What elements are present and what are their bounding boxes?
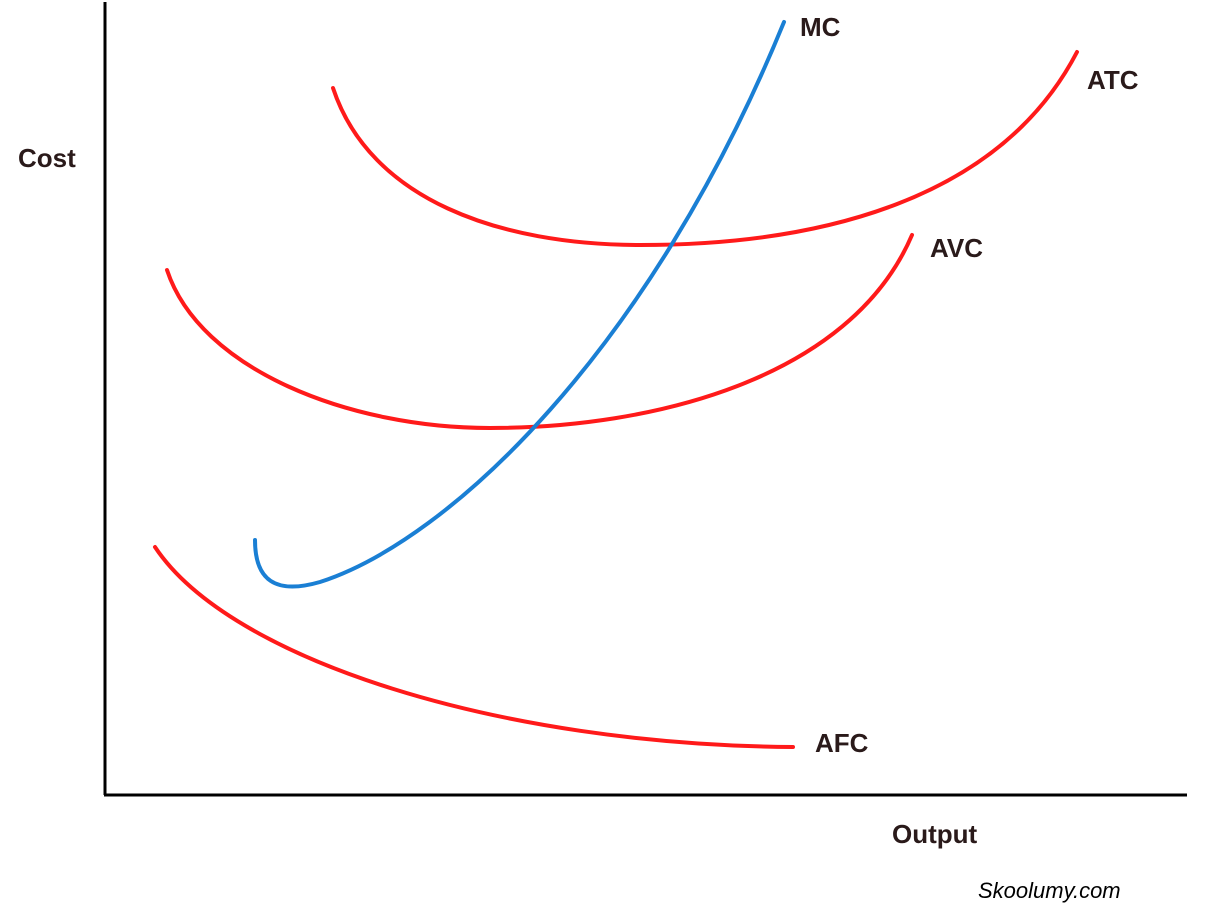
afc-curve [153,545,795,749]
mc-curve [253,20,786,589]
atc-curve [331,50,1079,248]
watermark: Skoolumy.com [978,878,1121,903]
curve-label: ATC [1087,65,1139,95]
curve-label: AVC [930,233,983,263]
curve-label: AFC [815,728,869,758]
avc-curve [165,233,914,431]
curve-label: MC [800,12,841,42]
y-axis-label: Cost [18,143,76,173]
x-axis-label: Output [892,819,978,849]
